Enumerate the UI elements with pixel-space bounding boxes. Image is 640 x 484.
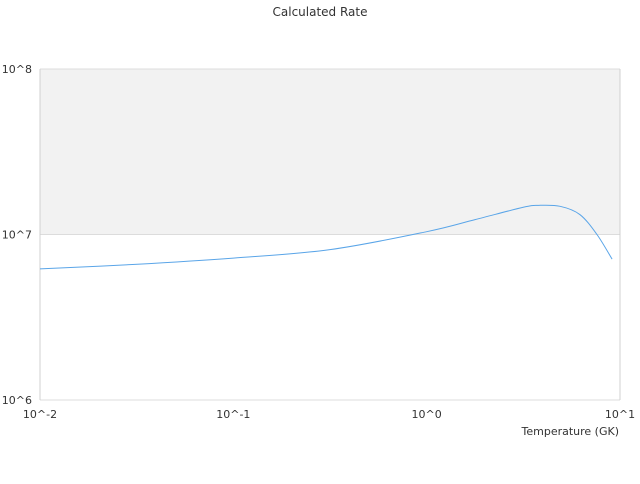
plot-area: 10^6 10^7 10^8 10^-2 10^-1 10^0 10^1: [2, 63, 635, 421]
x-axis-label: Temperature (GK): [521, 425, 620, 438]
y-tick-label: 10^6: [2, 394, 32, 407]
y-tick-label: 10^7: [2, 229, 32, 242]
x-tick-label: 10^-1: [216, 408, 250, 421]
x-tick-label: 10^0: [412, 408, 442, 421]
shaded-band: [40, 69, 620, 235]
series-line: [39, 204, 613, 270]
y-tick-label: 10^8: [2, 63, 32, 76]
x-tick-label: 10^-2: [23, 408, 57, 421]
chart-title: Calculated Rate: [273, 5, 368, 19]
x-tick-label: 10^1: [605, 408, 635, 421]
